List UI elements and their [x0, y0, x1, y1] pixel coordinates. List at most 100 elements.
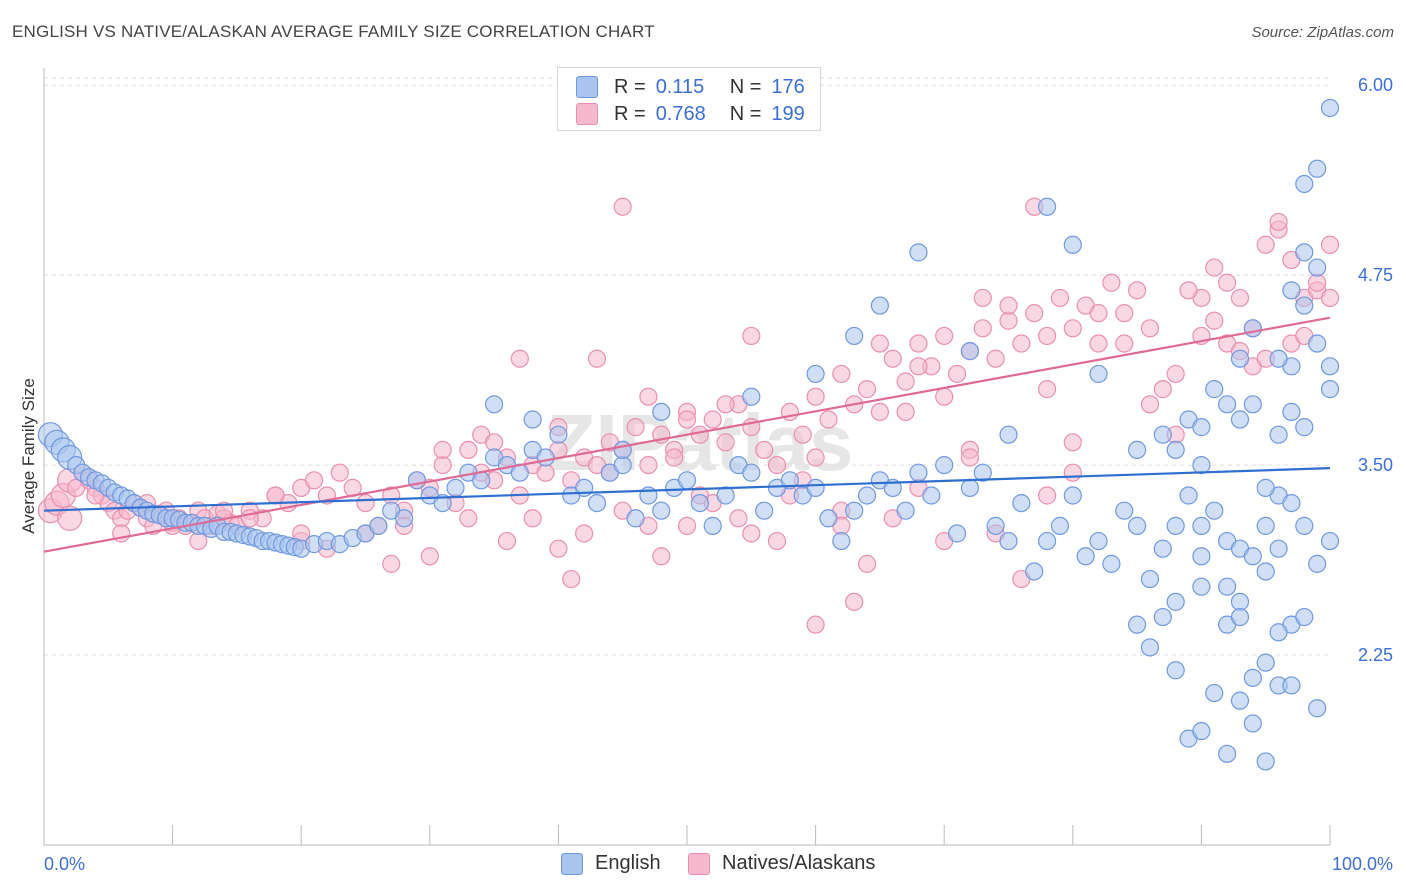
natives-point [382, 554, 401, 573]
english-point [806, 364, 825, 384]
english-point [1192, 577, 1211, 596]
english-point [1192, 455, 1211, 475]
natives-point [755, 440, 774, 460]
english-point [1230, 592, 1250, 611]
english-point [1025, 562, 1044, 581]
english-point [1243, 547, 1262, 566]
english-point [716, 486, 735, 505]
natives-n-value: 199 [771, 102, 805, 125]
natives-point [1012, 334, 1031, 353]
english-point [1037, 531, 1057, 551]
english-point [1308, 699, 1327, 718]
natives-point [716, 395, 735, 414]
english-point [1295, 418, 1314, 437]
english-point [935, 455, 954, 475]
english-point [806, 478, 825, 497]
natives-point [870, 402, 890, 422]
english-point [1282, 281, 1301, 300]
english-points [37, 98, 1340, 771]
english-point [1295, 607, 1314, 627]
natives-point [575, 524, 594, 543]
english-point [870, 296, 890, 315]
english-trend-line [43, 467, 1331, 512]
english-point [973, 463, 992, 482]
english-point [1295, 243, 1314, 262]
natives-point [935, 326, 954, 346]
y-tick-label: 6.00 [1358, 75, 1393, 95]
english-point [523, 410, 542, 429]
english-point [485, 395, 504, 414]
natives-point [1320, 288, 1340, 308]
english-point [1295, 296, 1314, 315]
english-point [1063, 486, 1082, 505]
natives-point [1037, 380, 1057, 399]
natives-point [819, 410, 838, 429]
legend-row-natives: R = 0.768 N = 199 [576, 101, 805, 127]
natives-point [1230, 288, 1250, 308]
natives-point [857, 554, 877, 573]
natives-n-label: N = [729, 102, 762, 125]
english-point [1269, 425, 1288, 444]
y-tick-label: 3.50 [1358, 455, 1393, 475]
natives-point [304, 471, 324, 490]
english-point [909, 463, 928, 482]
english-point [1140, 638, 1160, 657]
natives-point [510, 349, 529, 368]
english-point [960, 478, 980, 497]
natives-point [1308, 273, 1327, 292]
english-point [1127, 440, 1147, 460]
english-point [1308, 159, 1327, 178]
english-point [1243, 668, 1262, 687]
natives-point [433, 455, 452, 475]
legend: R = 0.115 N = 176 R = 0.768 N = 199 [557, 67, 821, 131]
natives-point [266, 486, 285, 505]
natives-point [716, 433, 735, 452]
natives-point [1140, 319, 1160, 338]
english-point [1320, 380, 1340, 399]
natives-point [1102, 273, 1121, 292]
bottom-legend-natives: Natives/Alaskans [688, 852, 875, 875]
natives-point [189, 531, 208, 551]
natives-point [935, 387, 954, 406]
natives-point [536, 463, 555, 482]
source-label: Source: ZipAtlas.com [1251, 24, 1394, 41]
natives-point [677, 410, 697, 429]
english-point [1320, 98, 1340, 118]
english-point [999, 425, 1018, 444]
english-point [1269, 349, 1288, 368]
natives-point [909, 357, 928, 376]
natives-point [1153, 380, 1172, 399]
english-point [1192, 418, 1211, 437]
english-point [1089, 364, 1108, 384]
english-point [1192, 547, 1211, 566]
english-point [703, 516, 722, 535]
english-point [613, 455, 632, 475]
natives-point [1063, 433, 1082, 452]
natives-r-label: R = [614, 102, 646, 125]
natives-point [1037, 486, 1057, 505]
english-point [1050, 516, 1070, 535]
english-point [587, 493, 607, 513]
natives-point [742, 326, 761, 346]
natives-point [793, 425, 812, 444]
english-point [1102, 554, 1121, 573]
natives-trend-line [43, 316, 1331, 553]
natives-point [1166, 364, 1185, 384]
natives-point [1025, 304, 1044, 323]
english-point [1153, 539, 1172, 558]
natives-point [1179, 281, 1198, 300]
bottom-natives-swatch [688, 852, 710, 875]
natives-point [1037, 326, 1057, 346]
english-point [536, 448, 555, 467]
natives-point [459, 509, 478, 528]
english-point [1243, 319, 1262, 338]
axes [43, 68, 1331, 846]
natives-point [896, 372, 915, 391]
english-point [780, 471, 799, 490]
natives-point [1320, 235, 1340, 254]
english-point [1089, 531, 1108, 551]
english-point [1308, 554, 1327, 573]
english-point [652, 501, 671, 520]
natives-point [832, 364, 851, 384]
